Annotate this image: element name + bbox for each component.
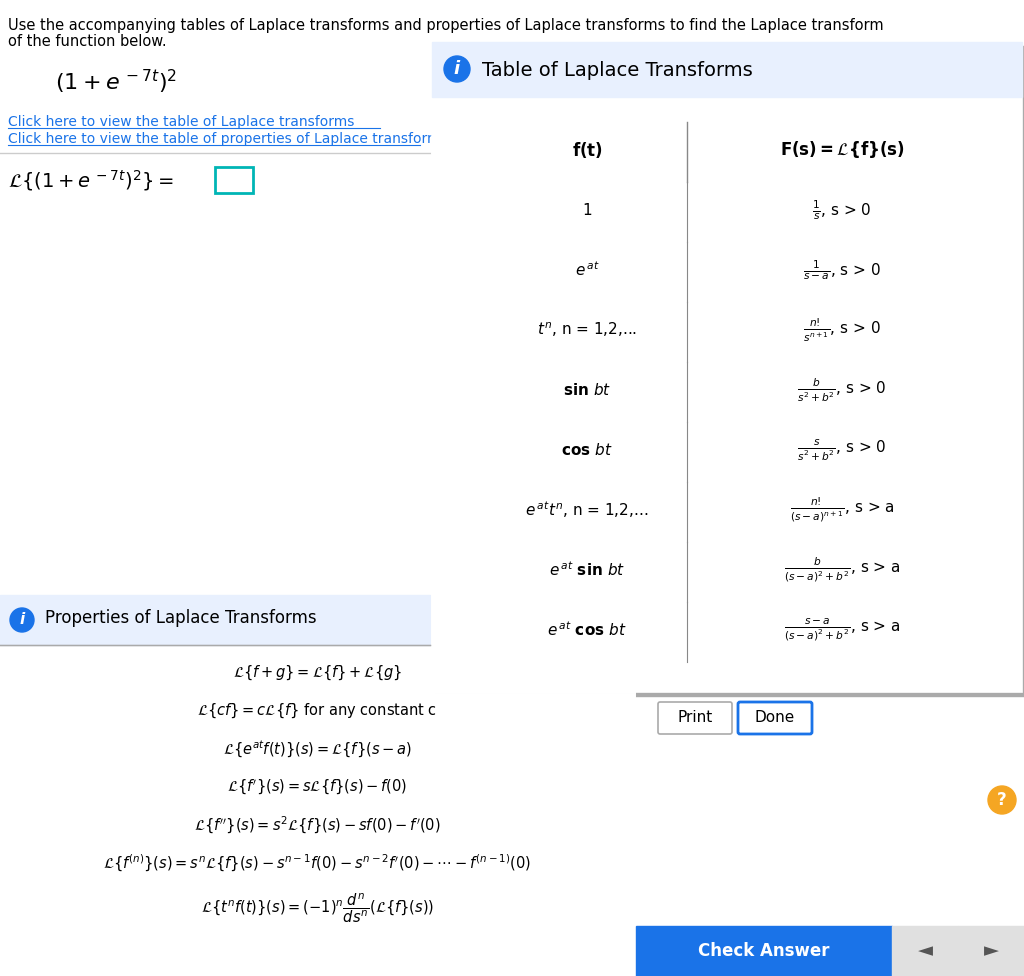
Text: $1$: $1$	[582, 202, 592, 218]
Text: $\mathcal{L}\{cf\} = c\mathcal{L}\{f\}$ for any constant c: $\mathcal{L}\{cf\} = c\mathcal{L}\{f\}$ …	[198, 702, 437, 720]
Text: $e^{\,at}\ \mathbf{sin}\ bt$: $e^{\,at}\ \mathbf{sin}\ bt$	[549, 560, 625, 580]
Text: i: i	[19, 613, 25, 628]
Bar	[958, 926, 1024, 976]
Text: $\frac{1}{s-a}$, s > 0: $\frac{1}{s-a}$, s > 0	[803, 259, 881, 282]
Text: $e^{\,at}t^n$, n = 1,2,...: $e^{\,at}t^n$, n = 1,2,...	[525, 500, 648, 520]
Text: $\frac{b}{s^2+b^2}$, s > 0: $\frac{b}{s^2+b^2}$, s > 0	[798, 377, 887, 404]
Text: $\mathbf{F(s) = \mathcal{L}\{f\}(s)}$: $\mathbf{F(s) = \mathcal{L}\{f\}(s)}$	[779, 140, 904, 160]
Bar	[487, 482, 997, 542]
Text: Click here to view the table of properties of Laplace transforms: Click here to view the table of properti…	[8, 132, 447, 146]
Bar	[487, 602, 997, 662]
Bar	[636, 926, 892, 976]
Text: $\mathcal{L}\{f^{(n)}\}(s) = s^n\mathcal{L}\{f\}(s) - s^{n-1}f(0) - s^{n-2}f'(0): $\mathcal{L}\{f^{(n)}\}(s) = s^n\mathcal…	[103, 852, 531, 874]
Bar	[487, 242, 997, 302]
Bar	[487, 422, 997, 482]
Bar	[0, 883, 635, 935]
Bar	[0, 845, 635, 883]
Text: $\mathbf{cos}\ bt$: $\mathbf{cos}\ bt$	[561, 442, 612, 458]
Circle shape	[10, 608, 34, 632]
Text: $\mathcal{L}\{t^nf(t)\}(s) = (-1)^n\dfrac{d^n}{ds^n}(\mathcal{L}\{f\}(s))$: $\mathcal{L}\{t^nf(t)\}(s) = (-1)^n\dfra…	[201, 891, 434, 925]
Bar	[487, 362, 997, 422]
Text: $\mathbf{sin}\ bt$: $\mathbf{sin}\ bt$	[563, 382, 611, 398]
Text: Properties of Laplace Transforms: Properties of Laplace Transforms	[45, 609, 316, 627]
Text: $\frac{1}{s}$, s > 0: $\frac{1}{s}$, s > 0	[812, 198, 871, 222]
Bar	[487, 302, 997, 362]
Text: ◄: ◄	[918, 942, 933, 960]
Text: Done: Done	[755, 711, 795, 725]
Bar	[215, 167, 253, 193]
Text: Use the accompanying tables of Laplace transforms and properties of Laplace tran: Use the accompanying tables of Laplace t…	[8, 18, 884, 33]
Text: $\mathcal{L}\{e^{at}f(t)\}(s) = \mathcal{L}\{f\}(s-a)$: $\mathcal{L}\{e^{at}f(t)\}(s) = \mathcal…	[223, 739, 412, 759]
Bar	[487, 542, 997, 602]
Text: $\mathcal{L}\{f''\}(s) = s^2\mathcal{L}\{f\}(s) - sf(0) - f'(0)$: $\mathcal{L}\{f''\}(s) = s^2\mathcal{L}\…	[195, 814, 441, 835]
Text: ?: ?	[997, 791, 1007, 809]
FancyBboxPatch shape	[658, 702, 732, 734]
Bar	[0, 693, 635, 731]
Text: $\mathcal{L}\{f+g\} = \mathcal{L}\{f\} + \mathcal{L}\{g\}$: $\mathcal{L}\{f+g\} = \mathcal{L}\{f\} +…	[232, 664, 402, 682]
Bar	[0, 655, 635, 693]
Bar	[0, 731, 635, 769]
Text: $e^{\,at}$: $e^{\,at}$	[574, 261, 599, 279]
Text: $\frac{s}{s^2+b^2}$, s > 0: $\frac{s}{s^2+b^2}$, s > 0	[798, 437, 887, 463]
Text: $\frac{n!}{s^{n+1}}$, s > 0: $\frac{n!}{s^{n+1}}$, s > 0	[803, 316, 881, 344]
Text: of the function below.: of the function below.	[8, 34, 167, 49]
Text: $\frac{s-a}{(s-a)^2+b^2}$, s > a: $\frac{s-a}{(s-a)^2+b^2}$, s > a	[783, 617, 900, 643]
Bar	[432, 42, 1022, 692]
Text: $\mathbf{f(t)}$: $\mathbf{f(t)}$	[571, 140, 602, 160]
Circle shape	[988, 786, 1016, 814]
Text: $\mathcal{L}\{f'\}(s) = s\mathcal{L}\{f\}(s) - f(0)$: $\mathcal{L}\{f'\}(s) = s\mathcal{L}\{f\…	[227, 778, 408, 796]
Text: Check Answer: Check Answer	[698, 942, 829, 960]
Bar	[892, 926, 958, 976]
Bar	[487, 122, 997, 182]
Text: $\frac{n!}{(s-a)^{n+1}}$, s > a: $\frac{n!}{(s-a)^{n+1}}$, s > a	[790, 496, 894, 524]
Bar	[0, 807, 635, 845]
Bar	[0, 595, 430, 645]
FancyBboxPatch shape	[738, 702, 812, 734]
Bar	[0, 769, 635, 807]
Text: $\left(1 + e^{\,-7t}\right)^2$: $\left(1 + e^{\,-7t}\right)^2$	[55, 68, 177, 97]
Text: $e^{\,at}\ \mathbf{cos}\ bt$: $e^{\,at}\ \mathbf{cos}\ bt$	[547, 621, 627, 639]
Text: $t^n$, n = 1,2,...: $t^n$, n = 1,2,...	[537, 321, 637, 340]
Text: Print: Print	[677, 711, 713, 725]
Text: $\frac{b}{(s-a)^2+b^2}$, s > a: $\frac{b}{(s-a)^2+b^2}$, s > a	[783, 555, 900, 585]
Text: ►: ►	[983, 942, 998, 960]
Bar	[436, 46, 1024, 696]
Text: $\mathcal{L}\left\{\left(1 + e^{\,-7t}\right)^2\right\} = $: $\mathcal{L}\left\{\left(1 + e^{\,-7t}\r…	[8, 168, 174, 193]
Bar	[487, 182, 997, 242]
Text: Click here to view the table of Laplace transforms: Click here to view the table of Laplace …	[8, 115, 354, 129]
Text: i: i	[454, 60, 460, 78]
Bar	[432, 42, 1022, 97]
Circle shape	[444, 56, 470, 82]
Text: Table of Laplace Transforms: Table of Laplace Transforms	[482, 61, 753, 80]
